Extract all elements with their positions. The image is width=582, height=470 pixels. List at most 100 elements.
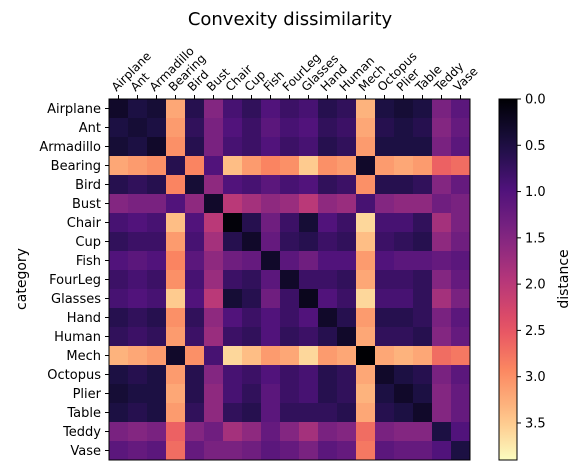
heatmap-cell-armadillo-fish xyxy=(261,137,281,157)
colorbar-tick-label: 0.0 xyxy=(525,93,546,108)
heatmap-cell-table-teddy xyxy=(432,403,452,423)
heatmap-cell-armadillo-glasses xyxy=(299,137,319,157)
heatmap-cell-teddy-teddy xyxy=(432,422,452,442)
y-tick-label-teddy: Teddy xyxy=(62,425,101,440)
heatmap-cell-bust-hand xyxy=(318,194,338,214)
heatmap-cell-ant-bust xyxy=(204,118,224,138)
heatmap-cell-fish-glasses xyxy=(299,251,319,271)
heatmap-cell-glasses-ant xyxy=(128,289,148,309)
heatmap-cell-fourleg-plier xyxy=(394,270,414,290)
heatmap-cell-chair-ant xyxy=(128,213,148,233)
heatmap-cell-octopus-airplane xyxy=(109,365,129,385)
heatmap-cell-fish-chair xyxy=(223,251,243,271)
heatmap-cell-table-fourleg xyxy=(280,403,300,423)
heatmap-cell-glasses-table xyxy=(413,289,433,309)
y-tick-label-bust: Bust xyxy=(72,197,101,212)
heatmap-cell-bird-chair xyxy=(223,175,243,195)
heatmap-cell-vase-ant xyxy=(128,441,148,461)
heatmap-cell-airplane-teddy xyxy=(432,99,452,119)
heatmap-cell-mech-mech xyxy=(356,346,376,366)
heatmap-cell-bird-fourleg xyxy=(280,175,300,195)
heatmap-cell-vase-mech xyxy=(356,441,376,461)
heatmap-cell-ant-bearing xyxy=(166,118,186,138)
y-tick-label-armadillo: Armadillo xyxy=(39,140,101,155)
heatmap-cell-fourleg-ant xyxy=(128,270,148,290)
heatmap-cell-human-armadillo xyxy=(147,327,167,347)
heatmap-cell-vase-cup xyxy=(242,441,262,461)
heatmap-cell-hand-teddy xyxy=(432,308,452,328)
heatmap-cell-fish-cup xyxy=(242,251,262,271)
heatmap-cell-cup-hand xyxy=(318,232,338,252)
heatmap-cell-ant-armadillo xyxy=(147,118,167,138)
heatmap-cell-octopus-vase xyxy=(451,365,471,385)
heatmap-cell-table-plier xyxy=(394,403,414,423)
heatmap-cell-chair-fish xyxy=(261,213,281,233)
heatmap-cell-mech-octopus xyxy=(375,346,395,366)
heatmap-cell-fish-bust xyxy=(204,251,224,271)
heatmap-cell-bearing-bird xyxy=(185,156,205,176)
heatmap-cell-fourleg-airplane xyxy=(109,270,129,290)
heatmap-cell-vase-human xyxy=(337,441,357,461)
heatmap-cell-bird-fish xyxy=(261,175,281,195)
heatmap-cell-chair-bearing xyxy=(166,213,186,233)
heatmap-cell-bird-bust xyxy=(204,175,224,195)
heatmap-cell-table-ant xyxy=(128,403,148,423)
colorbar-tick-label: 1.5 xyxy=(525,231,546,246)
heatmap-cell-plier-table xyxy=(413,384,433,404)
heatmap-cell-bust-ant xyxy=(128,194,148,214)
heatmap-cell-armadillo-teddy xyxy=(432,137,452,157)
heatmap-cell-octopus-cup xyxy=(242,365,262,385)
heatmap-cell-mech-hand xyxy=(318,346,338,366)
heatmap-cell-ant-fish xyxy=(261,118,281,138)
colorbar-tick-label: 3.0 xyxy=(525,370,546,385)
y-tick-label-vase: Vase xyxy=(70,444,101,459)
heatmap-cell-hand-vase xyxy=(451,308,471,328)
heatmap-cell-airplane-octopus xyxy=(375,99,395,119)
heatmap-cell-octopus-bearing xyxy=(166,365,186,385)
heatmap-cell-armadillo-vase xyxy=(451,137,471,157)
heatmap-cell-fourleg-bearing xyxy=(166,270,186,290)
heatmap-cell-table-cup xyxy=(242,403,262,423)
heatmap-cell-mech-fish xyxy=(261,346,281,366)
heatmap-cell-fish-ant xyxy=(128,251,148,271)
heatmap-cell-airplane-mech xyxy=(356,99,376,119)
heatmap-cell-teddy-mech xyxy=(356,422,376,442)
heatmap-cell-glasses-fish xyxy=(261,289,281,309)
heatmap-cell-human-mech xyxy=(356,327,376,347)
heatmap-cell-fourleg-teddy xyxy=(432,270,452,290)
heatmap-cell-airplane-bearing xyxy=(166,99,186,119)
heatmap-cell-bird-armadillo xyxy=(147,175,167,195)
y-tick-label-airplane: Airplane xyxy=(47,102,101,117)
heatmap-cell-chair-table xyxy=(413,213,433,233)
heatmap-cell-glasses-chair xyxy=(223,289,243,309)
heatmap-cell-human-teddy xyxy=(432,327,452,347)
heatmap-cell-cup-ant xyxy=(128,232,148,252)
heatmap-cell-cup-chair xyxy=(223,232,243,252)
heatmap-cell-armadillo-ant xyxy=(128,137,148,157)
heatmap-cell-teddy-cup xyxy=(242,422,262,442)
heatmap-cell-mech-glasses xyxy=(299,346,319,366)
heatmap-cell-fish-human xyxy=(337,251,357,271)
heatmap-matrix xyxy=(109,99,471,461)
heatmap-cell-bust-airplane xyxy=(109,194,129,214)
heatmap-cell-armadillo-plier xyxy=(394,137,414,157)
heatmap-cell-bust-bust xyxy=(204,194,224,214)
heatmap-cell-bird-bird xyxy=(185,175,205,195)
heatmap-cell-hand-mech xyxy=(356,308,376,328)
heatmap-cell-bust-bearing xyxy=(166,194,186,214)
y-tick-label-plier: Plier xyxy=(73,387,102,402)
heatmap-cell-glasses-human xyxy=(337,289,357,309)
heatmap-cell-vase-teddy xyxy=(432,441,452,461)
heatmap-cell-octopus-chair xyxy=(223,365,243,385)
heatmap-cell-hand-cup xyxy=(242,308,262,328)
colorbar-label: distance xyxy=(556,249,572,308)
heatmap-cell-cup-cup xyxy=(242,232,262,252)
heatmap-cell-mech-plier xyxy=(394,346,414,366)
heatmap-cell-cup-vase xyxy=(451,232,471,252)
heatmap-cell-bust-human xyxy=(337,194,357,214)
heatmap-cell-cup-bird xyxy=(185,232,205,252)
heatmap-cell-vase-bird xyxy=(185,441,205,461)
heatmap-cell-bird-glasses xyxy=(299,175,319,195)
heatmap-cell-human-bird xyxy=(185,327,205,347)
